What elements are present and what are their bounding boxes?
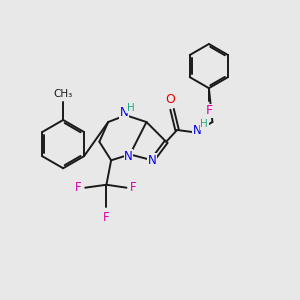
Text: O: O (166, 93, 176, 106)
Text: N: N (148, 154, 157, 167)
Text: F: F (205, 104, 212, 117)
Text: N: N (193, 124, 202, 137)
Text: F: F (130, 181, 136, 194)
Text: F: F (103, 211, 110, 224)
Text: N: N (120, 106, 129, 119)
Text: H: H (200, 119, 208, 129)
Text: F: F (75, 181, 82, 194)
Text: H: H (127, 103, 134, 112)
Text: N: N (124, 150, 133, 163)
Text: CH₃: CH₃ (53, 89, 73, 99)
